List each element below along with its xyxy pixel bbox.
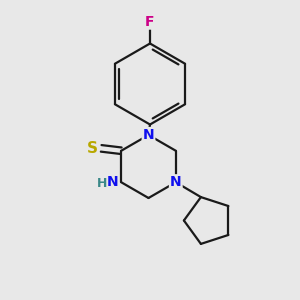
Text: N: N <box>106 175 118 189</box>
Text: H: H <box>97 177 107 190</box>
Text: S: S <box>87 141 98 156</box>
Text: N: N <box>143 128 154 142</box>
Text: F: F <box>145 15 155 28</box>
Text: N: N <box>170 175 182 189</box>
